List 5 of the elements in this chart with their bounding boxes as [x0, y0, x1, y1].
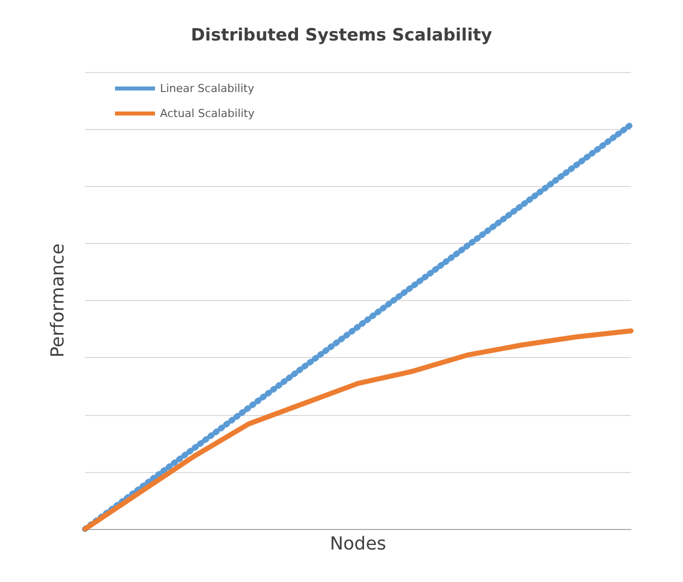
legend-label: Linear Scalability — [160, 82, 255, 95]
x-axis-title: Nodes — [330, 534, 386, 554]
y-axis-title: Performance — [48, 243, 68, 358]
legend-label: Actual Scalability — [160, 107, 255, 120]
chart-title: Distributed Systems Scalability — [190, 26, 492, 46]
